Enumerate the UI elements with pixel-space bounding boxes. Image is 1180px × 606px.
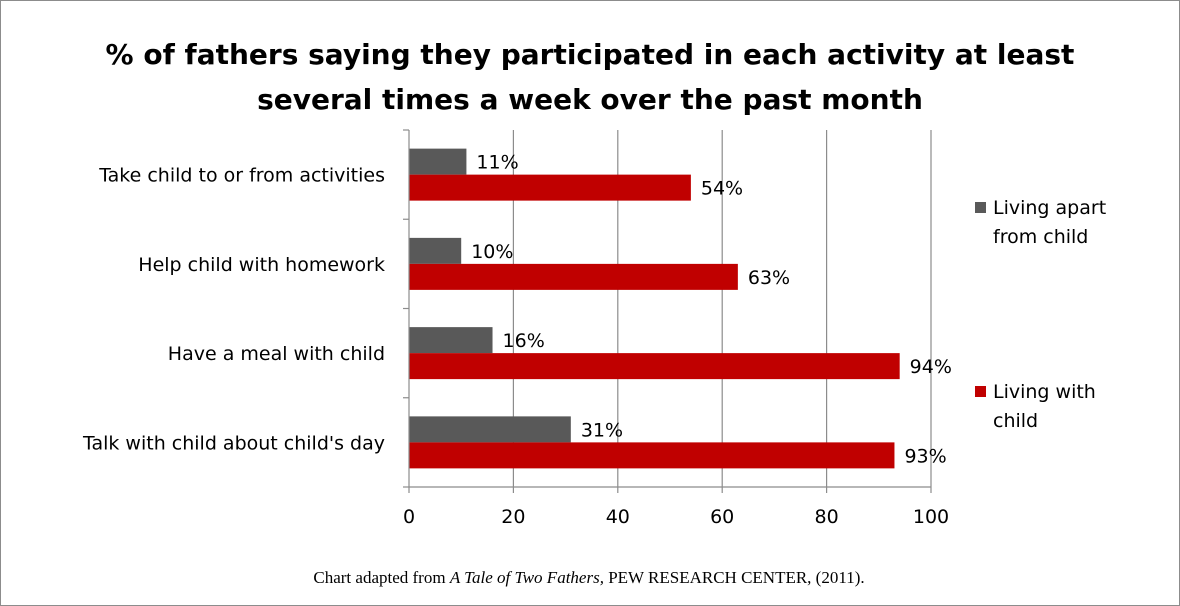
legend-label-series-1-line-2: from child	[993, 226, 1088, 248]
caption-suffix: PEW RESEARCH CENTER, (2011).	[603, 568, 865, 587]
x-tick-label-80: 80	[815, 506, 839, 528]
x-tick-label-100: 100	[913, 506, 949, 528]
caption-source-title: A Tale of Two Fathers,	[449, 568, 604, 587]
legend-label-series-2-line-2: child	[993, 410, 1038, 432]
chart-title-line-1: % of fathers saying they participated in…	[106, 38, 1075, 71]
data-label-series-1-1: 11%	[476, 152, 518, 174]
data-label-series-1-3: 16%	[503, 330, 545, 352]
labels: 11% 54% Take child to or from activities 10…	[82, 152, 952, 528]
category-label-4: Talk with child about child's day	[82, 432, 385, 454]
bar-series-2-2	[409, 263, 738, 290]
data-label-series-2-2: 63%	[748, 267, 790, 289]
legend-swatch-series-2	[975, 386, 986, 397]
category-label-1: Take child to or from activities	[98, 165, 385, 187]
chart-title-line-2: several times a week over the past month	[257, 83, 923, 116]
data-label-series-2-1: 54%	[701, 178, 743, 200]
bar-series-1-3	[409, 327, 493, 354]
legend: Living apart from child Living with child	[975, 197, 1106, 432]
legend-label-series-2-line-1: Living with	[993, 381, 1096, 403]
caption-prefix: Chart adapted from	[313, 568, 450, 587]
chart-title: % of fathers saying they participated in…	[106, 38, 1075, 116]
bar-series-1-1	[409, 148, 467, 175]
axes	[403, 129, 932, 493]
legend-swatch-series-1	[975, 202, 986, 213]
x-tick-label-40: 40	[606, 506, 630, 528]
x-tick-label-60: 60	[710, 506, 734, 528]
bar-series-2-1	[409, 174, 691, 201]
legend-label-series-1-line-1: Living apart	[993, 197, 1106, 219]
bar-series-2-3	[409, 353, 900, 380]
bar-series-1-2	[409, 237, 462, 264]
category-label-3: Have a meal with child	[168, 343, 385, 365]
chart-caption: Chart adapted from A Tale of Two Fathers…	[0, 568, 1178, 588]
data-label-series-1-4: 31%	[581, 419, 623, 441]
data-label-series-1-2: 10%	[471, 241, 513, 263]
x-tick-label-0: 0	[403, 506, 415, 528]
bar-series-2-4	[409, 442, 895, 469]
x-tick-label-20: 20	[501, 506, 525, 528]
data-label-series-2-4: 93%	[904, 445, 946, 467]
bars	[409, 148, 900, 469]
data-label-series-2-3: 94%	[910, 356, 952, 378]
bar-series-1-4	[409, 416, 571, 443]
category-label-2: Help child with homework	[138, 254, 385, 276]
